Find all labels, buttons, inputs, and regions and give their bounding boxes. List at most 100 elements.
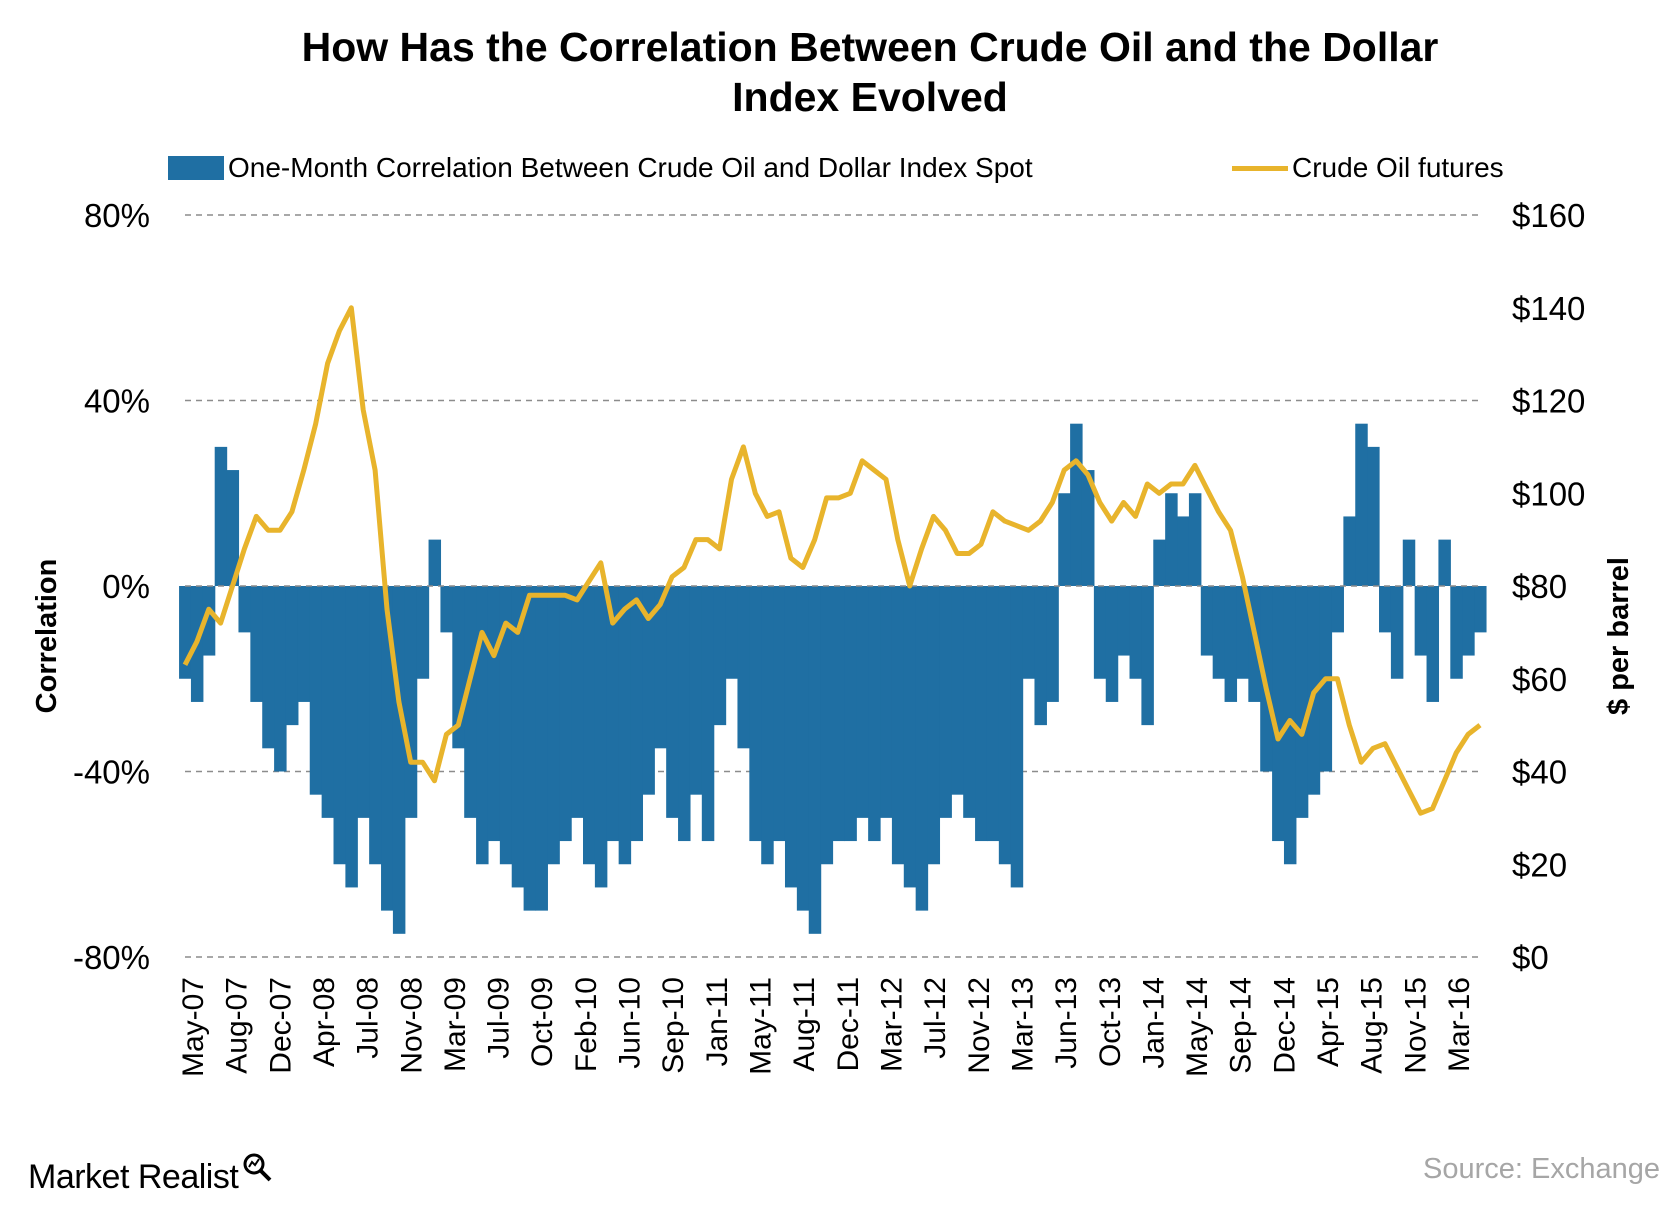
correlation-bar <box>701 586 715 842</box>
legend: One-Month Correlation Between Crude Oil … <box>0 152 1680 192</box>
correlation-bar <box>1236 586 1249 679</box>
x-tick-label: Sep-10 <box>657 977 690 1074</box>
correlation-bar <box>1272 586 1285 842</box>
x-tick-label: Nov-15 <box>1399 977 1432 1074</box>
correlation-bar <box>689 586 703 795</box>
correlation-bar <box>1414 586 1428 656</box>
correlation-bar <box>487 586 501 842</box>
correlation-bar <box>1402 539 1416 586</box>
correlation-bar <box>583 586 596 865</box>
correlation-bar <box>535 586 548 911</box>
correlation-bar <box>381 586 394 911</box>
correlation-bar <box>202 586 216 656</box>
correlation-bar <box>844 586 857 842</box>
correlation-bar <box>1224 586 1238 702</box>
right-tick-label: $100 <box>1512 475 1585 512</box>
correlation-bar <box>1034 586 1047 726</box>
x-tick-label: Nov-08 <box>395 977 428 1074</box>
correlation-bar <box>1058 493 1071 586</box>
correlation-bar <box>642 586 655 795</box>
correlation-bar <box>250 586 263 702</box>
correlation-bar <box>1153 539 1166 586</box>
crude-oil-line <box>182 305 1482 816</box>
correlation-bar <box>274 586 287 772</box>
correlation-bar <box>713 586 727 726</box>
correlation-bar <box>832 586 845 842</box>
x-tick-label: Jul-09 <box>483 977 516 1059</box>
x-tick-label: Apr-15 <box>1312 977 1345 1067</box>
correlation-bar <box>1093 586 1107 679</box>
correlation-bar <box>880 586 893 818</box>
correlation-bar <box>606 586 620 842</box>
left-axis-ticks: 80% 40% 0% -40% -80% <box>73 197 150 976</box>
correlation-bar <box>309 586 323 795</box>
left-tick-label: 80% <box>84 197 150 234</box>
correlation-bar <box>1212 586 1226 679</box>
x-tick-label: Dec-11 <box>832 977 865 1071</box>
x-tick-label: Mar-12 <box>875 977 908 1072</box>
correlation-bar <box>392 586 406 934</box>
x-tick-label: Oct-09 <box>526 977 559 1067</box>
correlation-bar <box>1379 586 1392 633</box>
correlation-bar <box>1165 493 1178 586</box>
correlation-bar <box>1105 586 1119 702</box>
correlation-bar <box>1355 423 1368 586</box>
correlation-bar <box>1046 586 1059 702</box>
x-tick-label: Jan-11 <box>701 977 734 1067</box>
correlation-bar <box>499 586 513 865</box>
legend-label-crude-oil: Crude Oil futures <box>1292 152 1504 183</box>
correlation-bar <box>630 586 644 842</box>
chart-plot: 80%40%0%-40%-80% $160$140$120$100$80$60$… <box>31 197 1635 1077</box>
correlation-bar <box>749 586 762 842</box>
correlation-bar <box>1070 423 1083 586</box>
right-tick-label: $40 <box>1512 754 1567 791</box>
correlation-bar <box>856 586 869 818</box>
correlation-bar <box>808 586 822 934</box>
x-tick-label: Oct-13 <box>1094 977 1127 1067</box>
x-tick-label: Aug-07 <box>221 977 254 1074</box>
left-tick-label: -80% <box>73 939 150 976</box>
correlation-bar <box>226 470 240 586</box>
correlation-bar <box>369 586 382 865</box>
correlation-bar <box>523 586 537 911</box>
left-tick-label: 0% <box>102 568 150 605</box>
correlation-bar <box>1081 470 1095 586</box>
correlation-bar <box>761 586 774 865</box>
right-tick-label: $0 <box>1512 939 1549 976</box>
correlation-bar <box>416 586 430 679</box>
legend-swatch-line <box>1232 165 1288 171</box>
x-tick-label: May-07 <box>177 977 210 1077</box>
correlation-bar <box>440 586 453 633</box>
correlation-bar <box>915 586 929 911</box>
correlation-bar <box>986 586 1000 842</box>
correlation-bar <box>1390 586 1404 679</box>
right-tick-label: $80 <box>1512 568 1567 605</box>
correlation-bar <box>1283 586 1297 865</box>
correlation-bar <box>321 586 335 818</box>
right-tick-label: $60 <box>1512 661 1567 698</box>
right-tick-label: $120 <box>1512 383 1585 420</box>
source-note: Source: Exchange <box>1423 1153 1660 1185</box>
correlation-bar <box>1331 586 1344 633</box>
correlation-bar <box>262 586 275 749</box>
correlation-bar <box>345 586 358 888</box>
correlation-bar <box>998 586 1012 865</box>
x-tick-label: Mar-16 <box>1443 977 1476 1072</box>
correlation-bar <box>428 539 442 586</box>
brand-logo: Market Realist <box>28 1153 274 1197</box>
correlation-bar <box>1010 586 1024 888</box>
right-axis-label: $ per barrel <box>1603 557 1635 715</box>
x-tick-label: Nov-12 <box>963 977 996 1074</box>
x-tick-label: Feb-10 <box>570 977 603 1072</box>
legend-item-crude-oil: Crude Oil futures <box>1232 152 1504 184</box>
correlation-bar <box>559 586 572 842</box>
magnifier-icon <box>243 1153 272 1182</box>
correlation-bar <box>511 586 525 888</box>
legend-label-correlation: One-Month Correlation Between Crude Oil … <box>228 152 1033 183</box>
correlation-bar <box>975 586 988 842</box>
x-tick-label: May-14 <box>1181 977 1214 1077</box>
correlation-bar <box>357 586 370 818</box>
correlation-bar <box>1343 516 1356 586</box>
correlation-bar <box>1200 586 1214 656</box>
correlation-bar <box>333 586 346 865</box>
